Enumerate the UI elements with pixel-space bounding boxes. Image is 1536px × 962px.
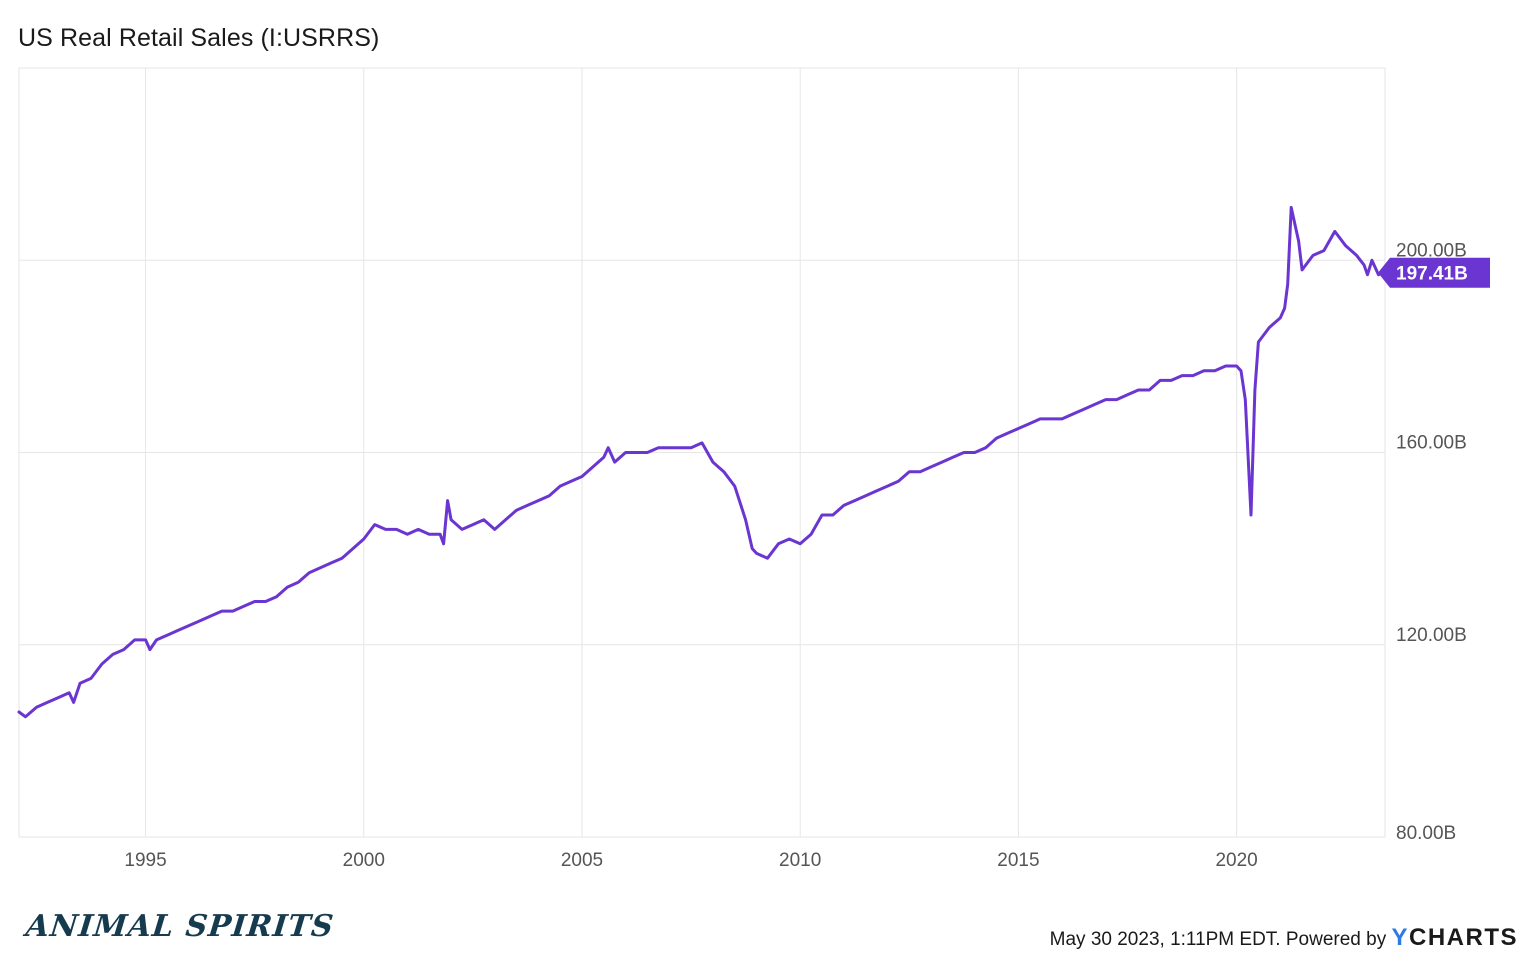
last-value-label: 197.41B [1396, 264, 1468, 285]
x-tick-label: 2010 [779, 850, 821, 871]
y-tick-label: 200.00B [1396, 240, 1467, 261]
ycharts-logo-text: CHARTS [1409, 924, 1518, 951]
x-tick-label: 1995 [124, 850, 166, 871]
y-tick-label: 120.00B [1396, 625, 1467, 646]
chart-title: US Real Retail Sales (I:USRRS) [18, 24, 380, 52]
grid-layer [18, 67, 1386, 838]
footer-timestamp: May 30 2023, 1:11PM EDT. Powered by [1049, 929, 1387, 950]
ycharts-logo[interactable]: YCHARTS [1391, 924, 1518, 951]
series-line [17, 205, 1384, 719]
last-value-layer: 197.41B [1378, 257, 1490, 288]
animal-spirits-logo: ANIMAL SPIRITS [24, 909, 336, 944]
x-tick-label: 2005 [561, 850, 603, 871]
y-tick-label: 160.00B [1396, 433, 1467, 454]
x-tick-label: 2000 [343, 850, 385, 871]
ycharts-logo-y: Y [1391, 924, 1409, 951]
footer-attribution: May 30 2023, 1:11PM EDT. Powered by YCHA… [1050, 924, 1518, 952]
axis-layer: 1995 2000 2005 2010 2015 2020 80.00B 120.00B 160… [124, 240, 1466, 871]
y-tick-label: 80.00B [1396, 823, 1456, 844]
last-value-badge [1378, 257, 1490, 288]
x-tick-label: 2020 [1215, 850, 1257, 871]
x-tick-label: 2015 [997, 850, 1039, 871]
